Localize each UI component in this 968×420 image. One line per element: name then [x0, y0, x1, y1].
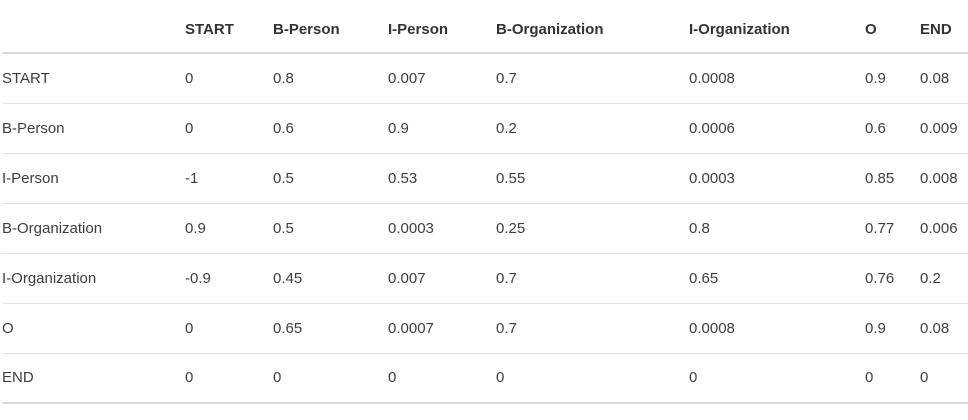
table-cell: 0.53 [388, 153, 496, 204]
corner-header [2, 0, 185, 54]
column-header-end: END [920, 0, 968, 54]
table-cell: 0.55 [496, 153, 689, 204]
transition-matrix-table: START B-Person I-Person B-Organization I… [2, 0, 968, 404]
table-cell: 0.65 [273, 303, 388, 354]
table-cell: 0.6 [865, 103, 920, 154]
table-cell: -0.9 [185, 253, 273, 304]
table-cell: 0 [920, 353, 968, 404]
table-cell: 0.0003 [689, 153, 865, 204]
table-cell: 0.9 [865, 53, 920, 104]
row-label: O [2, 303, 185, 354]
table-cell: 0.25 [496, 203, 689, 254]
table-cell: 0 [865, 353, 920, 404]
table-cell: 0.0008 [689, 53, 865, 104]
row-label: B-Person [2, 103, 185, 154]
table-cell: 0.007 [388, 53, 496, 104]
table-cell: 0 [185, 353, 273, 404]
table-cell: 0 [388, 353, 496, 404]
table-row-i-person: I-Person -1 0.5 0.53 0.55 0.0003 0.85 0.… [2, 153, 968, 204]
table-cell: 0.85 [865, 153, 920, 204]
table-cell: 0.0003 [388, 203, 496, 254]
table-row-b-person: B-Person 0 0.6 0.9 0.2 0.0006 0.6 0.009 [2, 103, 968, 154]
table-cell: -1 [185, 153, 273, 204]
table-row-i-organization: I-Organization -0.9 0.45 0.007 0.7 0.65 … [2, 253, 968, 304]
table-cell: 0.8 [689, 203, 865, 254]
table-cell: 0 [689, 353, 865, 404]
header-row: START B-Person I-Person B-Organization I… [2, 0, 968, 54]
table-cell: 0.76 [865, 253, 920, 304]
table-cell: 0.9 [388, 103, 496, 154]
table-cell: 0 [185, 303, 273, 354]
table-cell: 0.5 [273, 153, 388, 204]
column-header-i-person: I-Person [388, 0, 496, 54]
table-body: START 0 0.8 0.007 0.7 0.0008 0.9 0.08 B-… [2, 53, 968, 404]
table-cell: 0.007 [388, 253, 496, 304]
table-cell: 0.08 [920, 53, 968, 104]
table-cell: 0.0007 [388, 303, 496, 354]
table-cell: 0.008 [920, 153, 968, 204]
table-cell: 0.2 [920, 253, 968, 304]
column-header-b-person: B-Person [273, 0, 388, 54]
table-cell: 0 [273, 353, 388, 404]
table-cell: 0.6 [273, 103, 388, 154]
column-header-i-organization: I-Organization [689, 0, 865, 54]
row-label: END [2, 353, 185, 404]
row-label: I-Organization [2, 253, 185, 304]
row-label: START [2, 53, 185, 104]
table-cell: 0.0006 [689, 103, 865, 154]
column-header-b-organization: B-Organization [496, 0, 689, 54]
table-cell: 0 [496, 353, 689, 404]
table-cell: 0.9 [185, 203, 273, 254]
table-header: START B-Person I-Person B-Organization I… [2, 0, 968, 54]
column-header-o: O [865, 0, 920, 54]
table-cell: 0.65 [689, 253, 865, 304]
table-row-end: END 0 0 0 0 0 0 0 [2, 353, 968, 404]
table-cell: 0 [185, 103, 273, 154]
table-cell: 0.8 [273, 53, 388, 104]
column-header-start: START [185, 0, 273, 54]
table-cell: 0.7 [496, 53, 689, 104]
table-cell: 0.7 [496, 303, 689, 354]
row-label: B-Organization [2, 203, 185, 254]
table-cell: 0.9 [865, 303, 920, 354]
table-cell: 0.0008 [689, 303, 865, 354]
table-cell: 0.009 [920, 103, 968, 154]
table-cell: 0.5 [273, 203, 388, 254]
table-cell: 0.77 [865, 203, 920, 254]
table-cell: 0 [185, 53, 273, 104]
table-row-b-organization: B-Organization 0.9 0.5 0.0003 0.25 0.8 0… [2, 203, 968, 254]
table-row-o: O 0 0.65 0.0007 0.7 0.0008 0.9 0.08 [2, 303, 968, 354]
table-cell: 0.08 [920, 303, 968, 354]
table-cell: 0.006 [920, 203, 968, 254]
table-cell: 0.7 [496, 253, 689, 304]
table-cell: 0.2 [496, 103, 689, 154]
table-cell: 0.45 [273, 253, 388, 304]
table-row-start: START 0 0.8 0.007 0.7 0.0008 0.9 0.08 [2, 53, 968, 104]
row-label: I-Person [2, 153, 185, 204]
